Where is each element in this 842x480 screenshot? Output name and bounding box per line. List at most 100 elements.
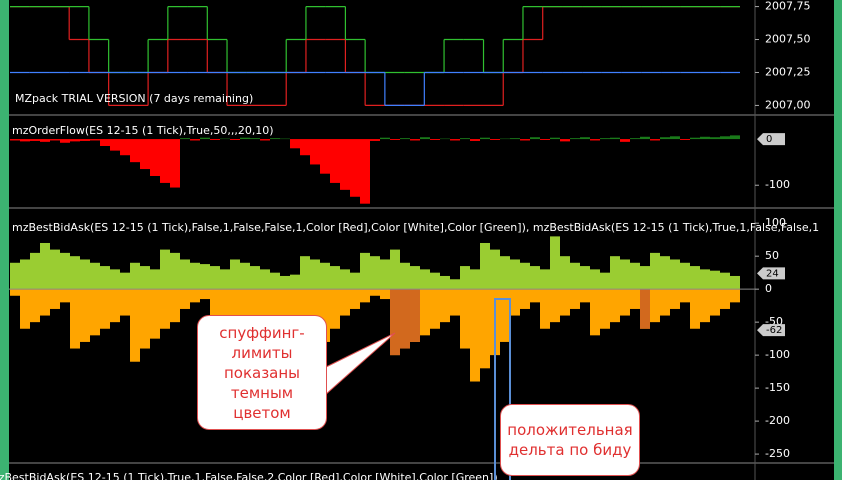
bar xyxy=(360,139,370,204)
bar xyxy=(660,256,670,290)
bar xyxy=(640,266,650,290)
bar xyxy=(90,289,100,336)
bar xyxy=(320,262,330,290)
bar xyxy=(110,139,120,151)
bar xyxy=(560,139,570,142)
bar xyxy=(570,289,580,309)
bar xyxy=(530,266,540,290)
bar xyxy=(560,289,570,316)
bar xyxy=(140,289,150,349)
bar xyxy=(380,289,390,300)
bar xyxy=(260,139,270,141)
bar xyxy=(310,139,320,165)
bar xyxy=(390,249,400,290)
panel-title: mzBestBidAsk(ES 12-15 (1 Tick),False,1,F… xyxy=(12,221,819,234)
bar xyxy=(570,138,580,140)
bar xyxy=(510,289,520,316)
bar xyxy=(500,256,510,290)
bar xyxy=(460,289,470,349)
bar xyxy=(480,137,490,140)
bar xyxy=(180,138,190,140)
bar xyxy=(370,139,380,141)
bar xyxy=(230,139,240,140)
bar xyxy=(190,139,200,141)
bar xyxy=(340,139,350,190)
bar xyxy=(520,139,530,141)
bar xyxy=(210,139,220,140)
bar xyxy=(120,139,130,156)
bar xyxy=(140,266,150,290)
bar xyxy=(250,266,260,290)
value-tag-label: -62 xyxy=(766,325,782,336)
bar xyxy=(610,289,620,323)
bar xyxy=(270,138,280,140)
highlight-box xyxy=(494,298,511,480)
y-tick-label: 2007,75 xyxy=(765,0,811,13)
bar xyxy=(710,137,720,140)
bar xyxy=(170,289,180,323)
bar xyxy=(340,289,350,316)
bar xyxy=(620,139,630,142)
bar xyxy=(100,266,110,290)
bar xyxy=(730,275,740,290)
bar xyxy=(570,262,580,290)
bar xyxy=(290,139,300,149)
bar xyxy=(710,270,720,290)
bar xyxy=(20,139,30,142)
bar xyxy=(60,139,70,143)
bar xyxy=(460,138,470,140)
bar xyxy=(410,289,420,342)
panel-title: mzOrderFlow(ES 12-15 (1 Tick),True,50,,,… xyxy=(12,124,274,137)
bar xyxy=(730,289,740,303)
bar xyxy=(360,289,370,303)
y-tick-label: 0 xyxy=(765,282,772,295)
bar xyxy=(490,249,500,290)
bar xyxy=(530,137,540,140)
bar xyxy=(550,236,560,290)
bar xyxy=(680,289,690,303)
bar xyxy=(140,139,150,170)
y-tick-label: 50 xyxy=(765,249,779,262)
bar xyxy=(630,138,640,140)
bar xyxy=(370,289,380,296)
bar xyxy=(10,262,20,290)
bar xyxy=(100,139,110,146)
callout: положительная дельта по биду xyxy=(500,404,640,476)
bar xyxy=(250,289,260,336)
bar xyxy=(540,139,550,140)
bar xyxy=(220,269,230,290)
y-tick-label: 2007,50 xyxy=(765,33,811,46)
bar xyxy=(10,289,20,296)
bar xyxy=(20,259,30,290)
bar xyxy=(390,139,400,140)
bar xyxy=(520,262,530,290)
bar xyxy=(530,289,540,303)
bar xyxy=(150,289,160,339)
bar xyxy=(40,242,50,290)
bar xyxy=(400,138,410,140)
bar xyxy=(620,289,630,316)
callout-pointer xyxy=(319,332,396,396)
bar xyxy=(670,136,680,140)
bar xyxy=(120,289,130,316)
bar xyxy=(420,269,430,290)
bar xyxy=(80,139,90,141)
bar xyxy=(470,289,480,382)
bar xyxy=(240,137,250,140)
bar xyxy=(60,252,70,290)
bar xyxy=(70,256,80,290)
bar xyxy=(690,289,700,329)
bar xyxy=(80,259,90,290)
bar xyxy=(300,139,310,156)
bar xyxy=(720,289,730,309)
value-tag-label: 0 xyxy=(766,134,772,145)
bar xyxy=(310,259,320,290)
bar xyxy=(660,137,670,140)
bar xyxy=(680,139,690,140)
bar xyxy=(390,289,400,356)
bar xyxy=(190,262,200,290)
right-border xyxy=(834,0,842,480)
bar xyxy=(170,139,180,188)
bar xyxy=(580,266,590,290)
bar xyxy=(70,289,80,349)
